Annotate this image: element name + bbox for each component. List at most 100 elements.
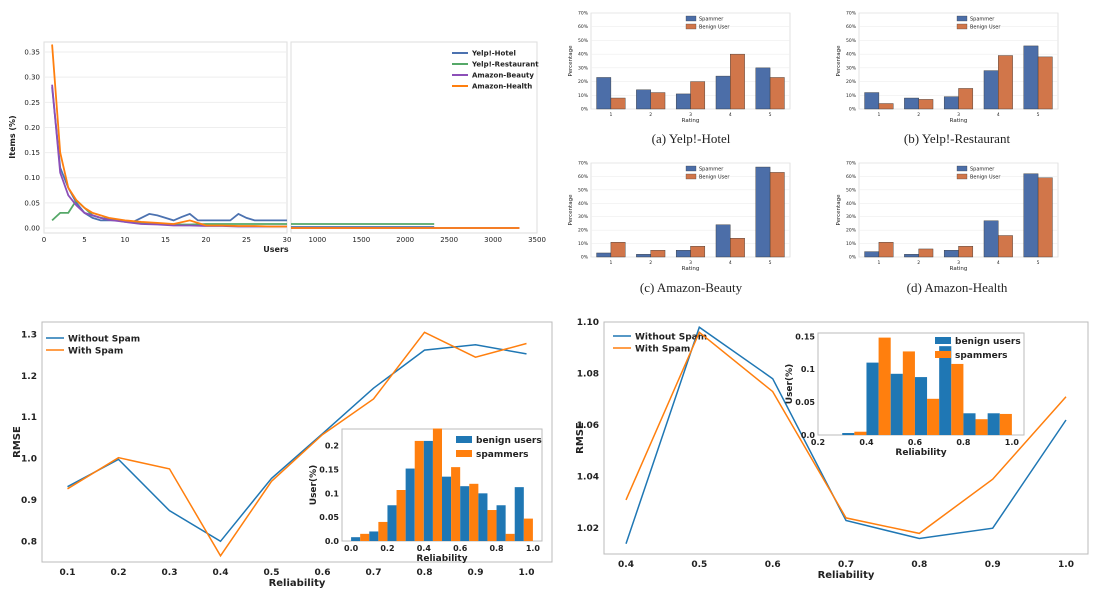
series-line-left <box>51 44 287 228</box>
inset-bar-benign-users <box>460 486 470 541</box>
inset-x-tick-label: 0.2 <box>380 544 394 553</box>
y-tick-label: 0% <box>581 107 589 113</box>
x-axis-label: Users <box>263 245 289 254</box>
y-tick-label: 20% <box>578 228 589 234</box>
y-tick-label: 20% <box>578 79 589 85</box>
x-tick-label: 1000 <box>308 236 326 244</box>
y-tick-label: 40% <box>578 52 589 58</box>
inset-bar-spammers <box>414 440 424 541</box>
x-tick-label: 2 <box>649 260 652 266</box>
bar-benign-user <box>650 250 666 258</box>
legend-label: With Spam <box>635 345 690 355</box>
inset-bar-spammers <box>469 483 479 541</box>
y-tick-label: 50% <box>578 38 589 44</box>
inset-legend-label: benign users <box>476 436 542 446</box>
inset-legend-swatch <box>456 450 472 457</box>
inset-bar-spammers <box>951 363 964 435</box>
bar-spammer <box>864 251 880 258</box>
users-items-chart: 0.00 0.05 0.10 0.15 0.20 0.25 0.30 0.35 0 5 10 15 20… <box>8 41 546 254</box>
inset-x-tick-label: 0.2 <box>811 438 825 447</box>
inset-x-tick-label: 0.6 <box>908 438 923 447</box>
bar-spammer <box>596 252 612 258</box>
plot-area-right <box>290 41 538 234</box>
x-tick-label: 4 <box>729 260 732 266</box>
bar-spammer <box>715 224 731 258</box>
inset-x-tick-label: 0.4 <box>859 438 874 447</box>
bar-benign-user <box>769 77 785 110</box>
bar-spammer <box>675 250 691 258</box>
x-tick-label: 10 <box>121 236 130 244</box>
inset-legend-swatch <box>456 436 472 443</box>
x-tick-label: 0.7 <box>838 560 854 570</box>
bar-benign-user <box>958 246 974 258</box>
x-axis-label: Rating <box>682 118 700 124</box>
inset-y-tick-label: 0.1 <box>325 489 340 498</box>
inset-bar-benign-users <box>890 373 903 435</box>
inset-x-tick-label: 0.4 <box>417 544 432 553</box>
bar-benign-user <box>918 99 934 110</box>
y-tick-label: 1.06 <box>577 421 599 431</box>
bar-spammer <box>904 97 919 110</box>
x-tick-label: 1500 <box>352 236 370 244</box>
x-tick-label: 5 <box>769 112 772 118</box>
bar-benign-user <box>878 103 894 110</box>
x-axis-label: Rating <box>682 266 700 272</box>
bar-spammer <box>675 93 691 110</box>
y-tick-label: 0.20 <box>24 124 40 132</box>
x-tick-label: 5 <box>1037 260 1040 266</box>
bar-benign-user <box>1037 177 1053 258</box>
inset-bar-benign-users <box>866 362 879 435</box>
bar-benign-user <box>998 55 1013 110</box>
x-axis-label: Rating <box>950 266 968 272</box>
y-tick-label: 10% <box>578 241 589 247</box>
caption: (a) Yelp!-Hotel <box>652 131 731 146</box>
inset-y-tick-label: 0.2 <box>325 442 339 451</box>
legend-swatch <box>956 165 968 172</box>
inset-bar-benign-users <box>351 537 361 541</box>
caption: (d) Amazon-Health <box>907 280 1008 295</box>
x-tick-label: 3 <box>957 112 960 118</box>
bar-benign-user <box>610 242 626 258</box>
inset-bar-spammers <box>854 431 867 435</box>
x-axis-label: Rating <box>950 118 968 124</box>
x-tick-label: 25 <box>242 236 251 244</box>
legend-label: With Spam <box>68 347 123 357</box>
bar-benign-user <box>998 235 1013 258</box>
y-axis-label: Percentage <box>568 45 574 77</box>
yelp-hotel-chart: 0% 10% 20% 30% 40% 50% 60% 70% 1 2 3 4 5 Rating Percen… <box>568 11 791 146</box>
inset-y-tick-label: 0.1 <box>801 365 816 374</box>
y-tick-label: 0.35 <box>24 49 40 57</box>
y-tick-label: 60% <box>578 24 589 30</box>
inset-bar-benign-users <box>369 531 379 541</box>
x-tick-label: 15 <box>161 236 170 244</box>
inset-y-tick-label: 0.0 <box>801 431 816 440</box>
series-line-left <box>51 84 287 228</box>
plot-area <box>603 321 1089 555</box>
x-tick-label: 1 <box>877 260 880 266</box>
bar-benign-user <box>769 172 785 258</box>
y-axis-label: Percentage <box>836 194 842 226</box>
bar-spammer <box>904 254 919 258</box>
y-tick-label: 30% <box>846 65 857 71</box>
caption: (b) Yelp!-Restaurant <box>904 131 1011 146</box>
y-tick-label: 0.9 <box>21 496 37 506</box>
legend-label: Without Spam <box>68 335 140 345</box>
y-tick-label: 1.10 <box>577 318 599 328</box>
legend-label: Spammer <box>970 17 995 23</box>
y-tick-label: 0% <box>581 255 589 261</box>
inset-bar-spammers <box>432 428 442 541</box>
bar-benign-user <box>918 248 934 258</box>
bar-spammer <box>1023 173 1039 258</box>
inset-bar-benign-users <box>939 346 952 435</box>
y-tick-label: 50% <box>846 38 857 44</box>
y-tick-label: 0.10 <box>24 174 40 182</box>
y-tick-label: 0.15 <box>24 149 40 157</box>
bar-benign-user <box>610 97 626 110</box>
x-tick-label: 5 <box>1037 112 1040 118</box>
y-tick-label: 0.25 <box>24 99 40 107</box>
inset-bar-benign-users <box>387 505 397 541</box>
inset-y-tick-label: 0.05 <box>795 398 815 407</box>
x-tick-label: 0.2 <box>111 568 127 578</box>
legend-swatch <box>685 23 697 30</box>
x-tick-label: 4 <box>997 112 1000 118</box>
